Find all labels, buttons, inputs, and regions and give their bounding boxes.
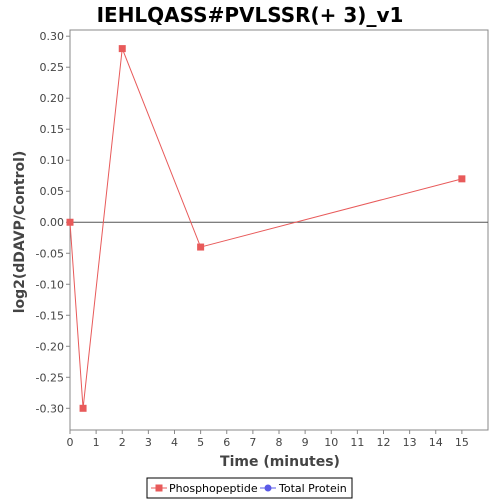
series-layer bbox=[66, 45, 466, 412]
y-tick-label: 0.30 bbox=[40, 30, 65, 43]
x-tick-label: 0 bbox=[67, 436, 74, 449]
x-tick-label: 8 bbox=[276, 436, 283, 449]
x-tick-label: 14 bbox=[429, 436, 443, 449]
legend-label: Phosphopeptide bbox=[169, 482, 258, 495]
y-tick-label: -0.05 bbox=[36, 247, 64, 260]
y-tick-label: 0.10 bbox=[40, 154, 65, 167]
y-axis-label: log2(dDAVP/Control) bbox=[12, 151, 28, 314]
x-tick-label: 11 bbox=[350, 436, 364, 449]
legend-square-marker bbox=[155, 484, 163, 492]
data-point bbox=[66, 218, 74, 226]
x-axis-label: Time (minutes) bbox=[220, 454, 340, 470]
x-tick-label: 7 bbox=[249, 436, 256, 449]
data-point bbox=[79, 404, 87, 412]
data-point bbox=[197, 243, 205, 251]
legend-label: Total Protein bbox=[278, 482, 347, 495]
x-axis: 0 1 2 3 4 5 6 7 8 9 10 11 12 13 14 15 bbox=[67, 430, 469, 449]
x-tick-label: 4 bbox=[171, 436, 178, 449]
y-tick-label: -0.15 bbox=[36, 309, 64, 322]
x-tick-label: 5 bbox=[197, 436, 204, 449]
plot-area bbox=[69, 29, 489, 431]
x-tick-label: 12 bbox=[377, 436, 391, 449]
data-point bbox=[458, 175, 466, 183]
y-tick-label: 0.00 bbox=[40, 216, 65, 229]
y-tick-label: -0.10 bbox=[36, 278, 64, 291]
x-tick-label: 10 bbox=[324, 436, 338, 449]
y-tick-label: 0.20 bbox=[40, 92, 65, 105]
legend-circle-marker bbox=[264, 484, 272, 492]
x-tick-label: 13 bbox=[403, 436, 417, 449]
y-tick-label: -0.20 bbox=[36, 340, 64, 353]
x-tick-label: 1 bbox=[93, 436, 100, 449]
legend-box bbox=[146, 477, 353, 499]
chart-title: IEHLQASS#PVLSSR(+ 3)_v1 bbox=[97, 3, 404, 27]
x-tick-label: 2 bbox=[119, 436, 126, 449]
y-tick-label: 0.25 bbox=[40, 61, 65, 74]
x-tick-label: 6 bbox=[223, 436, 230, 449]
legend: Phosphopeptide Total Protein bbox=[146, 477, 353, 499]
y-tick-label: 0.05 bbox=[40, 185, 65, 198]
data-point bbox=[118, 45, 126, 53]
y-tick-label: -0.25 bbox=[36, 371, 64, 384]
x-tick-label: 3 bbox=[145, 436, 152, 449]
x-tick-label: 9 bbox=[302, 436, 309, 449]
y-tick-label: -0.30 bbox=[36, 402, 64, 415]
y-axis: 0.30 0.25 0.20 0.15 0.10 0.05 0.00 -0.05 -0.10 -0… bbox=[36, 30, 70, 415]
x-tick-label: 15 bbox=[455, 436, 469, 449]
y-tick-label: 0.15 bbox=[40, 123, 65, 136]
